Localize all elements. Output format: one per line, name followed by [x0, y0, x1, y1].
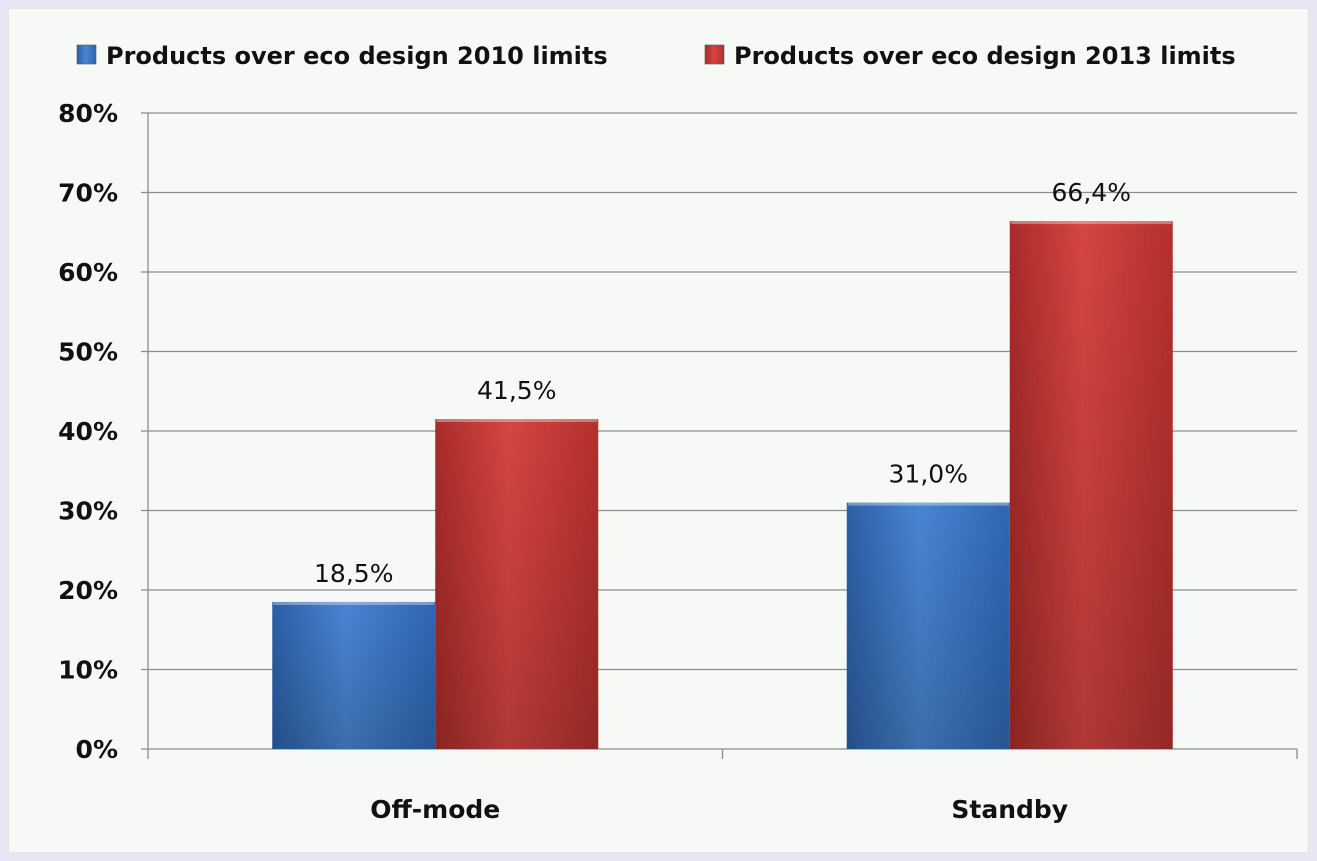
- data-label: 66,4%: [1052, 178, 1131, 207]
- bars: [272, 221, 1173, 749]
- data-label: 31,0%: [889, 460, 968, 489]
- data-labels: 18,5% 41,5% 31,0% 66,4%: [314, 178, 1131, 588]
- x-tick-label: Off-mode: [370, 795, 500, 824]
- x-tick-label: Standby: [951, 795, 1068, 824]
- bar-highlight: [1010, 221, 1172, 225]
- axes: 0% 10% 20% 30% 40% 50% 60% 70% 80% Off-mode Standb…: [58, 99, 1298, 824]
- data-label: 18,5%: [314, 559, 393, 588]
- y-tick-label: 60%: [58, 258, 118, 287]
- legend-label: Products over eco design 2013 limits: [734, 42, 1236, 70]
- legend-swatch: [704, 44, 725, 65]
- y-tick-label: 40%: [58, 417, 118, 446]
- bar-highlight: [436, 419, 598, 423]
- legend-swatch: [76, 44, 97, 65]
- y-tick-label: 70%: [58, 179, 118, 208]
- legend: Products over eco design 2010 limits Prod…: [76, 42, 1236, 70]
- bar-shade: [1009, 221, 1173, 749]
- bar-shade: [435, 419, 599, 749]
- bar-shade: [846, 502, 1010, 749]
- bar-shade: [272, 601, 436, 749]
- y-tick-label: 30%: [58, 497, 118, 526]
- y-tick-label: 0%: [76, 735, 118, 764]
- y-tick-label: 80%: [58, 99, 118, 128]
- legend-label: Products over eco design 2010 limits: [106, 42, 608, 70]
- data-label: 41,5%: [477, 376, 556, 405]
- y-tick-label: 20%: [58, 576, 118, 605]
- bar-highlight: [273, 601, 435, 605]
- bar-highlight: [847, 502, 1009, 506]
- y-tick-label: 50%: [58, 338, 118, 367]
- y-tick-label: 10%: [58, 656, 118, 685]
